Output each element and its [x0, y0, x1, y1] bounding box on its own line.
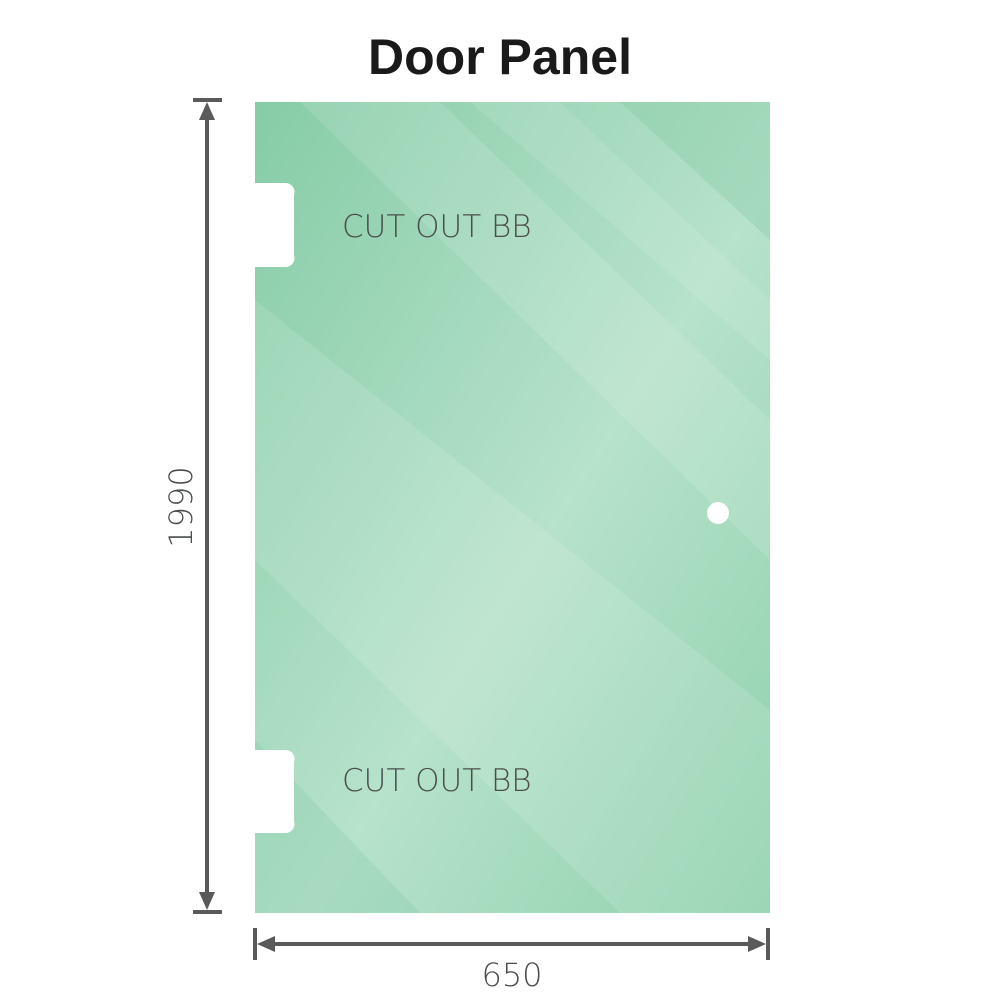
- handle-hole: [707, 502, 729, 524]
- cutout-top: [255, 183, 295, 267]
- width-dimension-label: 650: [481, 956, 542, 994]
- height-dimension-line: [193, 98, 222, 914]
- cutout-bottom-label: CUT OUT BB: [342, 763, 532, 799]
- width-dimension-line: [253, 928, 770, 960]
- height-dimension-label: 1990: [162, 466, 200, 547]
- glass-panel: [255, 102, 770, 913]
- cutout-bottom: [255, 750, 295, 833]
- cutout-top-label: CUT OUT BB: [342, 209, 532, 245]
- diagram-title: Door Panel: [368, 29, 632, 85]
